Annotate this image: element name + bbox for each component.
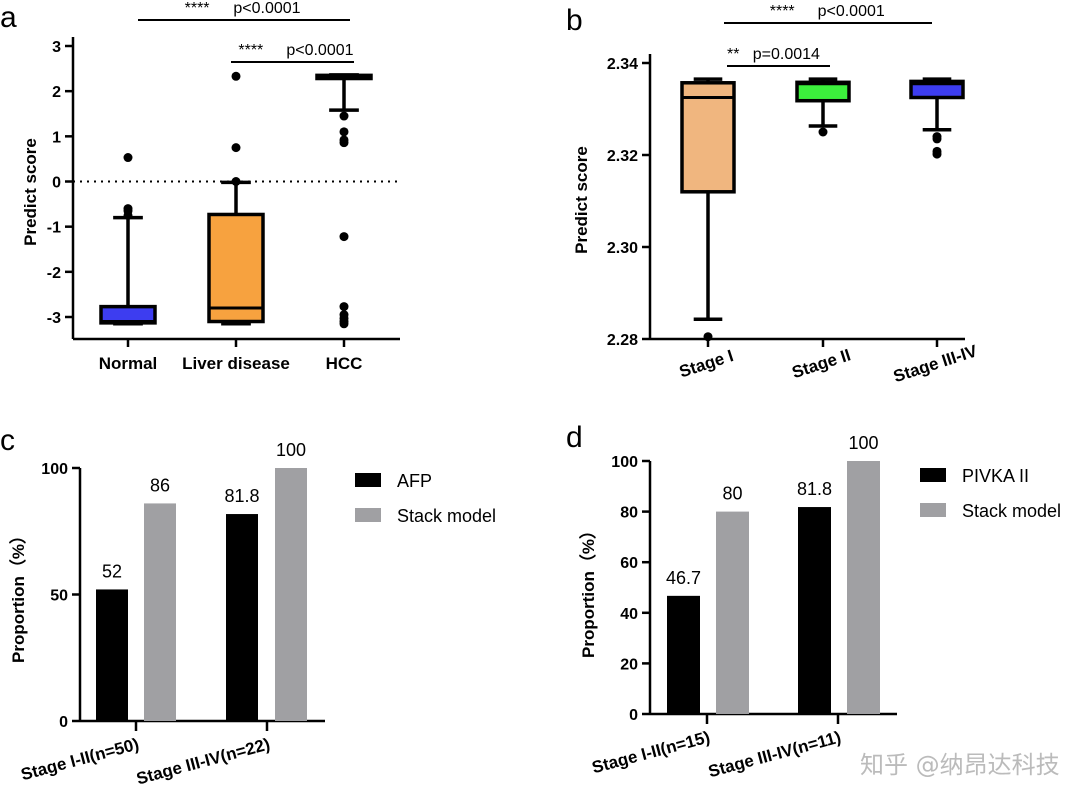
bar — [847, 461, 880, 714]
legend-label: PIVKA II — [962, 466, 1029, 486]
p-value-label: p<0.0001 — [818, 3, 885, 20]
data-label: 52 — [102, 561, 122, 581]
y-tick-label: 2.34 — [607, 56, 638, 73]
legend-swatch — [355, 508, 381, 522]
panel-label: a — [0, 1, 17, 34]
significance-stars: **** — [770, 3, 795, 20]
data-label: 81.8 — [224, 486, 259, 506]
outlier-point — [231, 177, 241, 186]
bar — [226, 514, 258, 721]
watermark: 知乎 @纳昂达科技 — [860, 745, 1060, 780]
panel-c: c Proportion（%） 0 50 100 Stage I-II(n=50) 52 86… — [0, 424, 496, 788]
x-tick-label: HCC — [326, 354, 363, 373]
bar — [798, 507, 831, 714]
y-tick-label: 0 — [52, 175, 61, 192]
y-tick-label: 1 — [52, 129, 61, 146]
panel-d: d Proportion（%） 0 20 40 60 80 100 Stage I-II(n=1… — [566, 421, 1061, 781]
significance-stars: ** — [727, 46, 739, 63]
panel-a: a Predict score 3 2 1 0 -1 -2 -3 Normal Liver dise… — [0, 0, 400, 373]
p-value-label: p<0.0001 — [286, 42, 353, 59]
outlier-point — [339, 319, 349, 329]
data-label: 46.7 — [666, 568, 701, 588]
data-label: 81.8 — [797, 479, 832, 499]
x-tick-label: Stage III-IV(n=22) — [134, 735, 272, 789]
outlier-point — [231, 143, 241, 153]
x-tick-label: Stage II — [790, 345, 853, 382]
legend-label: Stack model — [962, 501, 1061, 521]
x-tick-label: Stage I-II(n=50) — [19, 735, 141, 785]
outlier-point — [339, 127, 349, 137]
panel-b: b Predict score 2.34 2.32 2.30 2.28 Stage I Sta… — [566, 3, 980, 386]
outlier-point — [339, 138, 349, 148]
bar — [144, 503, 176, 721]
outlier-point — [339, 111, 349, 121]
outlier-point — [123, 210, 133, 220]
data-label: 86 — [150, 475, 170, 495]
y-tick-label: 40 — [620, 606, 638, 623]
outlier-point — [932, 149, 942, 159]
data-label: 100 — [848, 433, 878, 453]
watermark-text: 知乎 @纳昂达科技 — [860, 751, 1060, 779]
x-tick-label: Stage I-II(n=15) — [590, 728, 712, 778]
p-value-label: p<0.0001 — [233, 0, 300, 17]
legend-swatch — [920, 468, 946, 482]
x-tick-label: Liver disease — [182, 354, 290, 373]
x-tick-label: Stage I — [677, 346, 736, 381]
y-tick-label: 0 — [629, 707, 638, 724]
y-axis-label: Predict score — [21, 138, 40, 246]
box — [680, 81, 736, 194]
y-tick-label: 2.28 — [607, 332, 638, 349]
x-tick-label: Normal — [99, 354, 158, 373]
y-tick-label: 80 — [620, 505, 638, 522]
significance-stars: **** — [185, 0, 210, 17]
y-axis-label: Predict score — [572, 146, 591, 254]
bar — [716, 511, 749, 714]
data-label: 100 — [276, 440, 306, 460]
p-value-label: p=0.0014 — [753, 46, 820, 63]
y-tick-label: 2.32 — [607, 148, 638, 165]
legend-label: Stack model — [397, 506, 496, 526]
box — [207, 212, 265, 324]
outlier-point — [932, 134, 942, 144]
y-tick-label: 2.30 — [607, 240, 638, 257]
data-label: 80 — [722, 484, 742, 504]
y-tick-label: 100 — [611, 454, 638, 471]
bar — [275, 468, 307, 721]
y-tick-label: 3 — [52, 39, 61, 56]
x-tick-label: Stage III-IV(n=11) — [706, 728, 843, 782]
panel-label: c — [0, 424, 15, 457]
outlier-point — [339, 232, 349, 242]
outlier-point — [339, 302, 349, 312]
outlier-point — [123, 153, 133, 163]
outlier-point — [818, 127, 828, 137]
bar — [667, 595, 700, 714]
y-tick-label: -1 — [47, 220, 61, 237]
y-axis-label: Proportion（%） — [578, 522, 598, 658]
y-tick-label: 20 — [620, 656, 638, 673]
y-tick-label: 50 — [50, 588, 68, 605]
y-tick-label: -2 — [47, 265, 61, 282]
y-tick-label: 100 — [41, 461, 68, 478]
significance-stars: **** — [238, 42, 263, 59]
panel-label: b — [566, 4, 583, 37]
y-tick-label: 2 — [52, 84, 61, 101]
y-tick-label: 0 — [59, 714, 68, 731]
legend-swatch — [355, 473, 381, 487]
y-axis-label: Proportion（%） — [8, 527, 28, 663]
legend-label: AFP — [397, 471, 432, 491]
box — [909, 79, 965, 100]
outlier-point — [231, 71, 241, 81]
y-tick-label: -3 — [47, 310, 61, 327]
legend-swatch — [920, 503, 946, 517]
outlier-point — [703, 332, 713, 342]
y-tick-label: 60 — [620, 555, 638, 572]
bar — [96, 589, 128, 721]
panel-label: d — [566, 421, 583, 454]
x-tick-label: Stage III-IV — [891, 341, 980, 386]
